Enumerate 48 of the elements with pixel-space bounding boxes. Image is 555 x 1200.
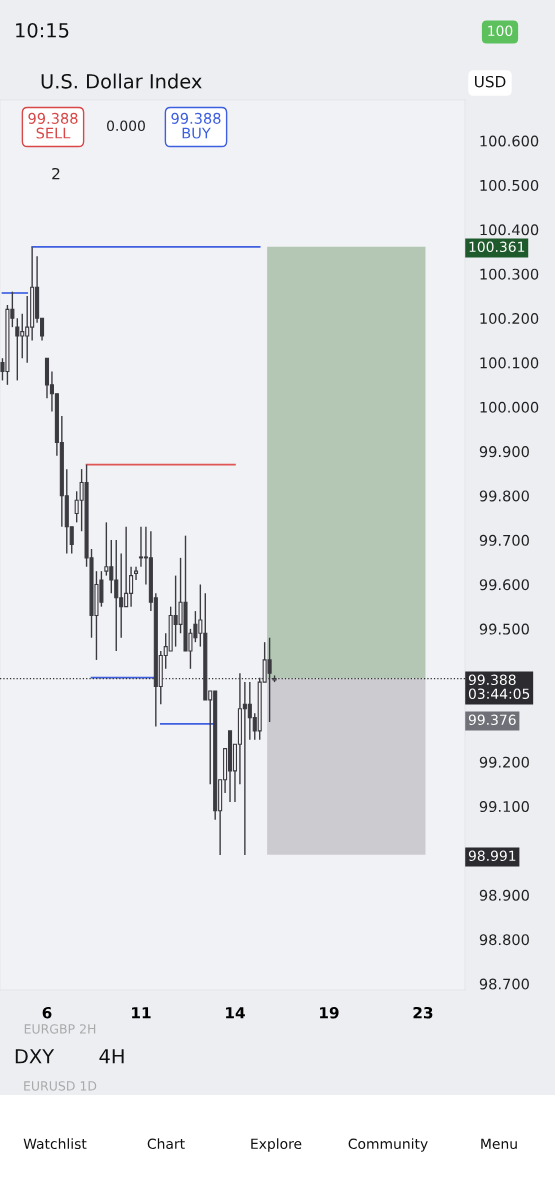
annotation: 99.388 SELL	[28, 112, 78, 139]
text: 99.376	[468, 714, 516, 726]
text: Community	[348, 1138, 428, 1152]
y-tick-label: 100.000	[480, 401, 539, 413]
annotation: 2	[52, 167, 60, 180]
chart-title: U.S. Dollar Index	[41, 73, 202, 89]
y-tick-label: 98.900	[479, 889, 529, 901]
text: 99.388 03:44:05	[468, 674, 530, 700]
y-tick-label: 100.500	[480, 179, 539, 191]
text: Menu	[481, 1138, 517, 1150]
text: 100.361	[469, 241, 525, 253]
text: DXY	[15, 1049, 55, 1064]
x-tick-label: 19	[320, 1006, 339, 1019]
candlestick	[104, 521, 109, 577]
text: Watchlist	[23, 1138, 87, 1150]
text: Explore	[251, 1138, 302, 1152]
x-tick-label: 11	[132, 1007, 151, 1019]
y-tick-label: 100.400	[480, 224, 539, 236]
x-tick-label: 14	[226, 1007, 245, 1019]
y-tick-label: 100.200	[480, 313, 539, 325]
y-tick-label: 98.700	[479, 978, 529, 990]
y-tick-label: 99.500	[479, 623, 529, 635]
text: 98.991	[468, 850, 516, 862]
y-tick-label: 98.800	[479, 934, 529, 946]
y-tick-label: 99.900	[479, 446, 529, 458]
y-tick-label: 100.300	[480, 268, 539, 280]
candlestick	[15, 317, 20, 382]
text: Chart	[147, 1138, 185, 1150]
x-tick-label: 23	[413, 1006, 433, 1019]
text: EURUSD 1D	[24, 1081, 97, 1091]
annotation: 0.000	[107, 120, 145, 132]
text: EURGBP 2H	[24, 1024, 96, 1034]
y-tick-label: 99.200	[479, 756, 529, 768]
y-tick-label: 99.600	[479, 579, 529, 591]
text: 10:15	[16, 22, 69, 38]
text: 4H	[99, 1049, 124, 1064]
y-tick-label: 99.800	[479, 490, 529, 502]
y-tick-label: 100.600	[480, 135, 539, 147]
text: 100	[488, 25, 513, 37]
text: USD	[475, 75, 506, 88]
annotation: 99.388 BUY	[171, 112, 221, 139]
candlestick	[138, 526, 144, 568]
y-tick-label: 99.700	[479, 534, 529, 546]
candlestick	[133, 566, 139, 581]
candlestick	[267, 637, 272, 723]
y-tick-label: 99.100	[479, 801, 529, 813]
y-tick-label: 100.100	[480, 357, 539, 369]
x-tick-label: 6	[42, 1006, 52, 1019]
